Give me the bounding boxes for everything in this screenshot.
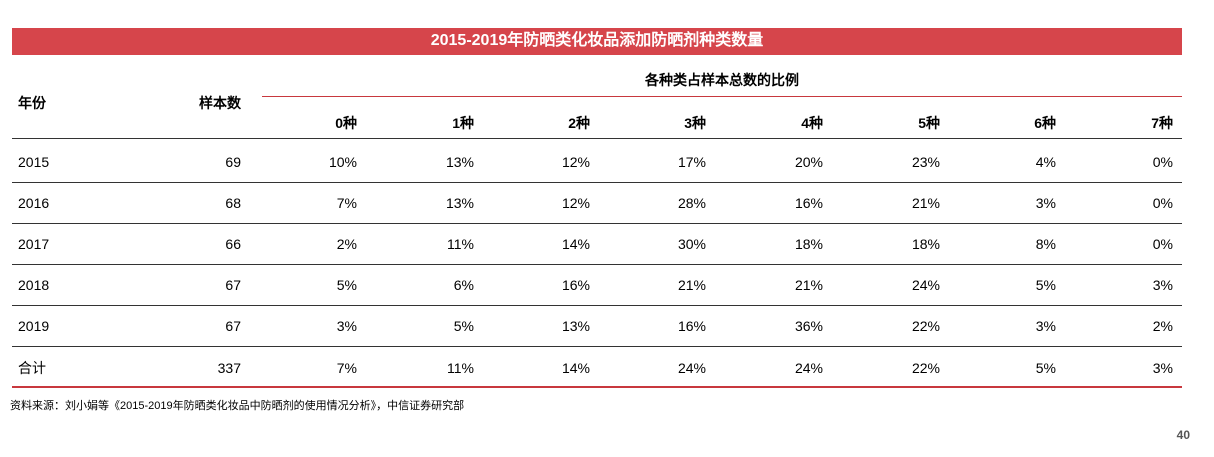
page-number: 40 xyxy=(1176,428,1190,442)
column-header: 4种 xyxy=(801,115,823,131)
table-cell: 66 xyxy=(225,236,241,252)
table-cell: 24% xyxy=(911,277,940,293)
source-note: 资料来源：刘小娟等《2015-2019年防晒类化妆品中防晒剂的使用情况分析》，中… xyxy=(10,400,465,412)
table-cell: 16% xyxy=(794,195,823,211)
table-cell: 10% xyxy=(328,154,357,170)
table-cell: 23% xyxy=(911,154,940,170)
table-cell: 14% xyxy=(561,236,590,252)
table-cell: 0% xyxy=(1152,154,1173,170)
table-cell: 16% xyxy=(677,318,706,334)
group-header: 各种类占样本总数的比例 xyxy=(645,72,799,88)
table-cell: 30% xyxy=(677,236,706,252)
row-rule xyxy=(12,182,1182,183)
column-header: 年份 xyxy=(18,95,46,111)
table-cell: 2019 xyxy=(18,318,50,334)
table-cell: 21% xyxy=(794,277,823,293)
column-header: 0种 xyxy=(335,115,357,131)
table-cell: 6% xyxy=(453,277,474,293)
table-cell: 2% xyxy=(336,236,357,252)
table-cell: 12% xyxy=(561,195,590,211)
table-cell: 0% xyxy=(1152,236,1173,252)
title: 2015-2019年防晒类化妆品添加防晒剂种类数量 xyxy=(430,32,764,49)
column-header: 1种 xyxy=(452,115,474,131)
table-cell: 16% xyxy=(561,277,590,293)
column-header: 3种 xyxy=(684,115,706,131)
table-cell: 18% xyxy=(794,236,823,252)
table-cell: 2015 xyxy=(18,154,50,170)
table-cell: 8% xyxy=(1035,236,1056,252)
table-cell: 11% xyxy=(447,236,474,252)
table-cell: 67 xyxy=(225,277,241,293)
table-cell: 21% xyxy=(911,195,940,211)
row-rule xyxy=(12,305,1182,306)
table-cell: 3% xyxy=(1035,195,1056,211)
table-cell: 36% xyxy=(794,318,823,334)
table-cell: 12% xyxy=(561,154,590,170)
table-cell: 18% xyxy=(911,236,940,252)
column-header: 样本数 xyxy=(199,95,241,111)
table-cell: 5% xyxy=(453,318,474,334)
group-rule xyxy=(262,96,1182,97)
table-cell: 13% xyxy=(445,154,474,170)
table-cell: 2017 xyxy=(18,236,50,252)
table-cell: 3% xyxy=(1152,360,1173,376)
header-rule xyxy=(12,138,1182,139)
table-cell: 337 xyxy=(217,360,241,376)
table-cell: 17% xyxy=(677,154,706,170)
column-header: 5种 xyxy=(918,115,940,131)
table-cell: 2016 xyxy=(18,195,50,211)
title-bar xyxy=(12,28,1182,55)
table-cell: 3% xyxy=(336,318,357,334)
table-cell: 7% xyxy=(336,195,357,211)
row-rule xyxy=(12,346,1182,347)
column-header: 6种 xyxy=(1034,115,1056,131)
table-cell: 11% xyxy=(447,360,474,376)
table-cell: 3% xyxy=(1152,277,1173,293)
row-rule xyxy=(12,264,1182,265)
table-cell: 3% xyxy=(1035,318,1056,334)
table-cell: 13% xyxy=(445,195,474,211)
table-cell: 5% xyxy=(336,277,357,293)
table-cell: 68 xyxy=(225,195,241,211)
table-cell: 5% xyxy=(1035,277,1056,293)
table-cell: 22% xyxy=(911,360,940,376)
table-cell: 5% xyxy=(1035,360,1056,376)
table-cell: 28% xyxy=(677,195,706,211)
table-cell: 2% xyxy=(1152,318,1173,334)
table-cell: 合计 xyxy=(18,360,46,376)
column-header: 2种 xyxy=(568,115,590,131)
table-cell: 14% xyxy=(561,360,590,376)
table-cell: 0% xyxy=(1152,195,1173,211)
column-header: 7种 xyxy=(1151,115,1173,131)
table-cell: 67 xyxy=(225,318,241,334)
table-cell: 13% xyxy=(561,318,590,334)
table-cell: 2018 xyxy=(18,277,50,293)
table-cell: 4% xyxy=(1035,154,1056,170)
table-cell: 69 xyxy=(225,154,241,170)
bottom-rule xyxy=(12,386,1182,388)
table-cell: 21% xyxy=(677,277,706,293)
table-cell: 7% xyxy=(336,360,357,376)
table-cell: 22% xyxy=(911,318,940,334)
row-rule xyxy=(12,223,1182,224)
table-cell: 20% xyxy=(794,154,823,170)
table-cell: 24% xyxy=(677,360,706,376)
table-cell: 24% xyxy=(794,360,823,376)
